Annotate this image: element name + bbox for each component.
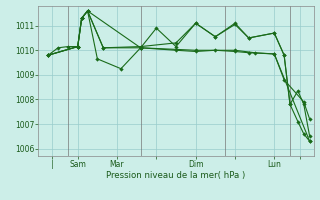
X-axis label: Pression niveau de la mer( hPa ): Pression niveau de la mer( hPa ) (106, 171, 246, 180)
